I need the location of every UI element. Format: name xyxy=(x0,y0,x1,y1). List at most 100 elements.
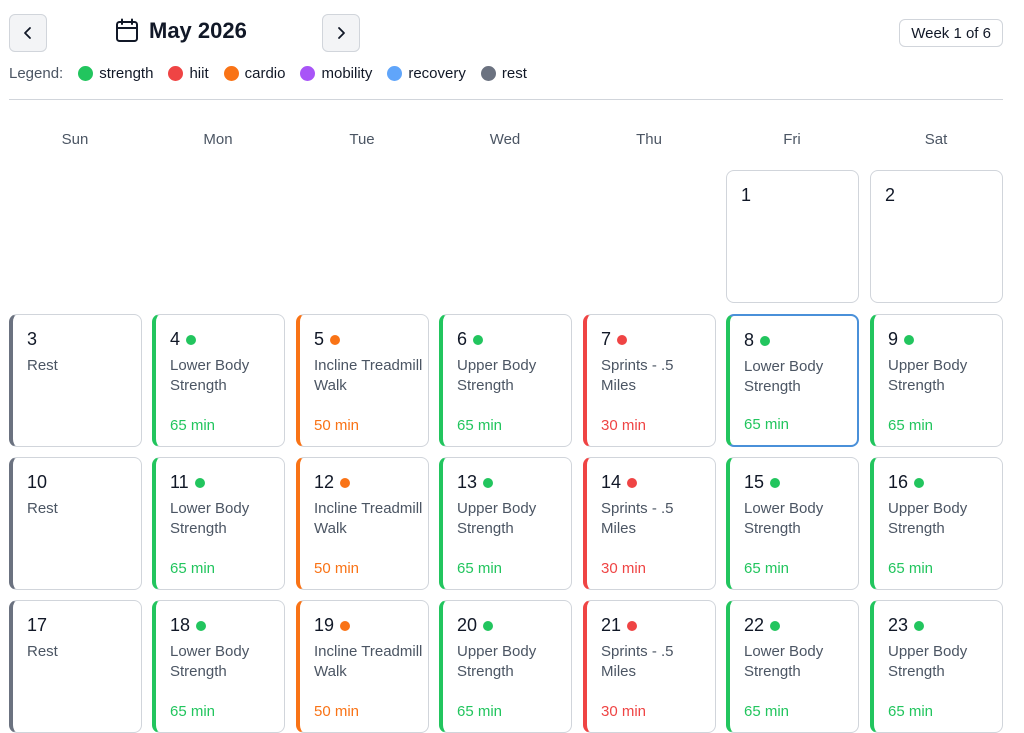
day-cell-23[interactable]: 23 Upper Body Strength 65 min xyxy=(870,600,1003,733)
day-number-row: 7 xyxy=(601,329,628,350)
week-indicator: Week 1 of 6 xyxy=(899,19,1003,47)
day-number: 16 xyxy=(888,472,909,492)
day-number: 3 xyxy=(27,329,38,349)
legend-item-recovery: recovery xyxy=(387,65,466,82)
day-cell-5[interactable]: 5 Incline Treadmill Walk 50 min xyxy=(296,314,429,447)
day-cell-2[interactable]: 2 xyxy=(870,170,1003,303)
day-cell-14[interactable]: 14 Sprints - .5 Miles 30 min xyxy=(583,457,716,590)
day-number-row: 13 xyxy=(457,472,494,493)
workout-name: Upper Body Strength xyxy=(457,643,537,680)
workout-type-dot-icon xyxy=(340,477,351,488)
workout-name: Sprints - .5 Miles xyxy=(601,500,674,537)
next-month-button[interactable] xyxy=(322,14,360,52)
workout-type-dot-icon xyxy=(914,620,925,631)
day-number-row: 14 xyxy=(601,472,638,493)
workout-name: Lower Body Strength xyxy=(744,500,824,537)
day-number-row: 1 xyxy=(741,185,751,206)
day-number: 4 xyxy=(170,329,181,349)
month-header: May 2026 xyxy=(115,18,247,44)
workout-type-dot-icon xyxy=(914,477,925,488)
day-number: 11 xyxy=(170,472,189,492)
day-number-row: 18 xyxy=(170,615,207,636)
workout-type-dot-icon xyxy=(617,334,628,345)
day-cell-8[interactable]: 8 Lower Body Strength 65 min xyxy=(726,314,859,447)
workout-name: Rest xyxy=(27,357,58,374)
legend-title: Legend: xyxy=(9,65,64,82)
legend-dot-icon xyxy=(78,66,94,81)
day-cell-11[interactable]: 11 Lower Body Strength 65 min xyxy=(152,457,285,590)
workout-duration: 50 min xyxy=(314,560,360,577)
chevron-right-icon xyxy=(338,27,345,39)
workout-name: Upper Body Strength xyxy=(457,500,537,537)
workout-duration: 65 min xyxy=(888,417,934,434)
workout-name: Lower Body Strength xyxy=(170,643,250,680)
day-number: 19 xyxy=(314,615,335,635)
workout-type-dot-icon xyxy=(770,620,781,631)
legend-dot-icon xyxy=(168,66,184,81)
day-cell-20[interactable]: 20 Upper Body Strength 65 min xyxy=(439,600,572,733)
day-number: 14 xyxy=(601,472,622,492)
day-cell-1[interactable]: 1 xyxy=(726,170,859,303)
workout-type-dot-icon xyxy=(194,477,205,488)
workout-name: Upper Body Strength xyxy=(888,500,968,537)
day-cell-17[interactable]: 17 Rest xyxy=(9,600,142,733)
workout-type-dot-icon xyxy=(904,334,915,345)
legend-label: rest xyxy=(501,65,527,82)
weekday-wed: Wed xyxy=(489,131,521,148)
day-cell-22[interactable]: 22 Lower Body Strength 65 min xyxy=(726,600,859,733)
day-cell-19[interactable]: 19 Incline Treadmill Walk 50 min xyxy=(296,600,429,733)
workout-name: Upper Body Strength xyxy=(888,643,968,680)
day-number-row: 22 xyxy=(744,615,781,636)
chevron-left-icon xyxy=(24,27,31,39)
day-number-row: 17 xyxy=(27,615,47,636)
day-number-row: 16 xyxy=(888,472,925,493)
workout-duration: 50 min xyxy=(314,417,360,434)
day-number-row: 12 xyxy=(314,472,351,493)
day-cell-15[interactable]: 15 Lower Body Strength 65 min xyxy=(726,457,859,590)
workout-duration: 65 min xyxy=(170,560,216,577)
legend-item-mobility: mobility xyxy=(300,65,372,82)
workout-type-dot-icon xyxy=(770,477,781,488)
day-cell-6[interactable]: 6 Upper Body Strength 65 min xyxy=(439,314,572,447)
weekday-sun: Sun xyxy=(61,131,89,148)
legend-item-hiit: hiit xyxy=(168,65,209,82)
workout-type-dot-icon xyxy=(627,477,638,488)
day-number-row: 5 xyxy=(314,329,341,350)
workout-duration: 65 min xyxy=(744,560,790,577)
day-number-row: 4 xyxy=(170,329,197,350)
workout-duration: 65 min xyxy=(170,703,216,720)
prev-month-button[interactable] xyxy=(9,14,47,52)
day-cell-9[interactable]: 9 Upper Body Strength 65 min xyxy=(870,314,1003,447)
workout-type-dot-icon xyxy=(483,477,494,488)
day-number: 18 xyxy=(170,615,191,635)
weekday-thu: Thu xyxy=(636,131,662,148)
day-cell-16[interactable]: 16 Upper Body Strength 65 min xyxy=(870,457,1003,590)
day-number-row: 21 xyxy=(601,615,638,636)
day-cell-12[interactable]: 12 Incline Treadmill Walk 50 min xyxy=(296,457,429,590)
workout-duration: 65 min xyxy=(888,703,934,720)
workout-duration: 30 min xyxy=(601,703,647,720)
workout-type-dot-icon xyxy=(186,334,197,345)
day-number-row: 2 xyxy=(885,185,895,206)
workout-type-dot-icon xyxy=(483,620,494,631)
workout-name: Lower Body Strength xyxy=(170,357,250,394)
day-cell-10[interactable]: 10 Rest xyxy=(9,457,142,590)
day-cell-21[interactable]: 21 Sprints - .5 Miles 30 min xyxy=(583,600,716,733)
legend-label: mobility xyxy=(321,65,373,82)
workout-duration: 65 min xyxy=(744,703,790,720)
workout-name: Incline Treadmill Walk xyxy=(314,500,423,537)
day-number: 15 xyxy=(744,472,765,492)
workout-duration: 65 min xyxy=(888,560,934,577)
day-cell-18[interactable]: 18 Lower Body Strength 65 min xyxy=(152,600,285,733)
weekday-sat: Sat xyxy=(924,131,948,148)
day-number-row: 15 xyxy=(744,472,781,493)
day-cell-3[interactable]: 3 Rest xyxy=(9,314,142,447)
day-number-row: 19 xyxy=(314,615,351,636)
day-number: 20 xyxy=(457,615,478,635)
day-cell-4[interactable]: 4 Lower Body Strength 65 min xyxy=(152,314,285,447)
day-cell-7[interactable]: 7 Sprints - .5 Miles 30 min xyxy=(583,314,716,447)
day-number-row: 23 xyxy=(888,615,925,636)
day-number-row: 11 xyxy=(170,472,205,493)
day-cell-13[interactable]: 13 Upper Body Strength 65 min xyxy=(439,457,572,590)
legend-dot-icon xyxy=(223,66,239,81)
